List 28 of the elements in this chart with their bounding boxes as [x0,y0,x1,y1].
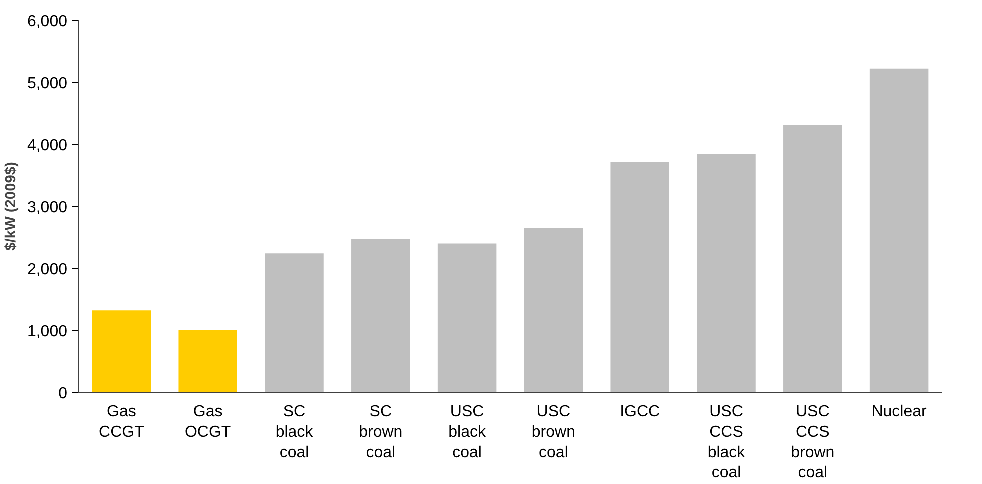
x-tick-label: USC brown coal [532,404,576,462]
x-tick-label: SC black coal [276,404,314,462]
y-tick-label: 2,000 [27,262,68,278]
bar [870,68,929,392]
y-tick-label: 1,000 [27,324,68,340]
bar [352,239,410,392]
bar [784,125,842,392]
bar [92,310,152,392]
x-tick-label: Gas CCGT [99,404,145,441]
y-tick-label: 6,000 [27,14,68,30]
x-tick-label: Gas OCGT [184,404,232,441]
bar [265,254,324,392]
y-tick-label: 3,000 [27,200,68,216]
x-tick-label: IGCC [620,404,660,420]
y-tick-label: 0 [58,386,68,402]
bar [524,228,584,392]
bar [697,154,756,392]
x-tick-label: SC brown coal [359,404,403,462]
x-tick-label: USC black coal [448,404,487,462]
y-tick-label: 5,000 [27,76,68,92]
bar [610,162,670,392]
y-axis-title: $/kW (2009$) [3,162,20,251]
x-tick-label: USC CCS brown coal [791,404,835,482]
bar [178,330,238,392]
y-tick-label: 4,000 [27,138,68,154]
bar [438,244,497,392]
x-tick-label: Nuclear [872,404,928,420]
x-tick-label: USC CCS black coal [708,404,746,482]
